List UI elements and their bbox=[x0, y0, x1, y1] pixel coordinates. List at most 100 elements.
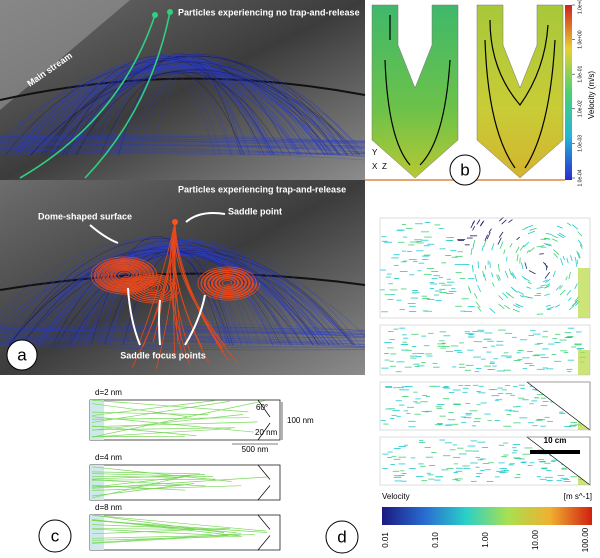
velocity-vector bbox=[571, 300, 578, 307]
velocity-vector bbox=[536, 245, 545, 248]
streamline bbox=[14, 59, 308, 156]
trajectory bbox=[91, 485, 242, 491]
velocity-vector bbox=[512, 272, 517, 280]
streamline bbox=[0, 335, 365, 343]
streamline bbox=[0, 332, 365, 338]
scale-bar bbox=[530, 450, 580, 454]
streamline bbox=[79, 245, 234, 346]
streamline bbox=[108, 250, 215, 346]
velocity-vector bbox=[501, 219, 507, 225]
streamline bbox=[9, 238, 314, 346]
streamline bbox=[0, 141, 365, 148]
velocity-vector bbox=[552, 270, 556, 278]
velocity-vector bbox=[499, 241, 504, 249]
arrow bbox=[89, 224, 119, 244]
streamline bbox=[8, 254, 354, 346]
streamline bbox=[33, 62, 298, 156]
velocity-vector bbox=[523, 241, 530, 248]
streamline bbox=[0, 148, 365, 154]
arrow bbox=[158, 299, 161, 346]
colorbar-tick-label: 1.0e-02 bbox=[577, 100, 583, 117]
streamline bbox=[16, 65, 365, 156]
streamline bbox=[86, 245, 228, 346]
streamline bbox=[0, 344, 365, 351]
velocity-vector bbox=[543, 238, 550, 240]
velocity-vector bbox=[497, 274, 501, 281]
panel-letter: a bbox=[17, 345, 27, 364]
streamline bbox=[151, 58, 243, 156]
streamline bbox=[114, 58, 260, 156]
velocity-vector bbox=[529, 227, 537, 231]
streamline bbox=[0, 329, 365, 337]
streamline bbox=[0, 147, 365, 154]
colorbar-tick-label: 1.0e+01 bbox=[577, 0, 583, 14]
velocity-vector bbox=[526, 249, 530, 254]
particle-path bbox=[84, 11, 171, 179]
velocity-vector bbox=[579, 244, 583, 249]
annotation: Saddle point bbox=[228, 206, 282, 216]
velocity-vector bbox=[574, 256, 577, 262]
streamline bbox=[0, 330, 365, 337]
velocity-vector bbox=[512, 308, 520, 313]
streamline bbox=[0, 325, 365, 331]
streamline bbox=[40, 61, 341, 156]
streamline bbox=[76, 56, 291, 156]
velocity-vector bbox=[473, 293, 478, 299]
streamline bbox=[40, 70, 353, 156]
streamline bbox=[108, 55, 221, 156]
velocity-vector bbox=[515, 246, 520, 254]
streamline bbox=[0, 327, 365, 334]
streamline bbox=[0, 136, 365, 143]
streamline bbox=[12, 246, 353, 346]
streamline bbox=[84, 63, 269, 156]
trajectory bbox=[91, 528, 213, 536]
saddle-point bbox=[172, 219, 178, 225]
velocity-vector bbox=[562, 256, 565, 261]
velocity-vector bbox=[496, 274, 500, 282]
velocity-vector bbox=[477, 306, 482, 312]
streamline bbox=[0, 326, 365, 334]
streamline bbox=[22, 66, 302, 156]
velocity-vector bbox=[544, 293, 550, 297]
streamline bbox=[0, 340, 365, 348]
velocity-vector bbox=[517, 304, 524, 308]
colorbar-tick-label: 1.0e-04 bbox=[577, 169, 583, 186]
velocity-vector bbox=[482, 270, 485, 277]
streamline bbox=[0, 326, 365, 333]
streamline bbox=[58, 72, 300, 156]
streamline bbox=[14, 240, 361, 346]
streamline bbox=[0, 329, 365, 338]
streamline bbox=[38, 252, 345, 346]
velocity-vector bbox=[552, 249, 560, 255]
velocity-vector bbox=[505, 291, 510, 296]
streamline bbox=[0, 136, 365, 143]
streamline bbox=[0, 135, 365, 143]
streamline bbox=[0, 332, 365, 338]
velocity-vector bbox=[545, 278, 551, 284]
panel-letter: d bbox=[337, 527, 346, 546]
velocity-vector bbox=[544, 285, 549, 289]
streamline bbox=[0, 135, 365, 142]
particle-path bbox=[19, 14, 156, 179]
streamline bbox=[94, 58, 232, 156]
streamline bbox=[0, 336, 365, 345]
arrow bbox=[419, 59, 451, 166]
streamline bbox=[85, 250, 298, 346]
streamline bbox=[0, 137, 365, 143]
streamline bbox=[0, 135, 365, 142]
panel-frame bbox=[379, 217, 591, 319]
rim bbox=[0, 272, 366, 291]
streamline bbox=[0, 148, 365, 156]
velocity-vector bbox=[526, 296, 533, 299]
streamline bbox=[49, 59, 299, 156]
velocity-vector bbox=[519, 295, 524, 298]
panel-letter-bg bbox=[449, 154, 481, 186]
velocity-vector bbox=[542, 279, 548, 283]
velocity-vector bbox=[527, 281, 532, 285]
velocity-vector bbox=[491, 282, 495, 287]
velocity-vector bbox=[512, 304, 521, 309]
streamline bbox=[52, 240, 282, 346]
channel bbox=[89, 399, 281, 441]
streamline bbox=[5, 60, 334, 156]
streamline bbox=[104, 252, 231, 346]
